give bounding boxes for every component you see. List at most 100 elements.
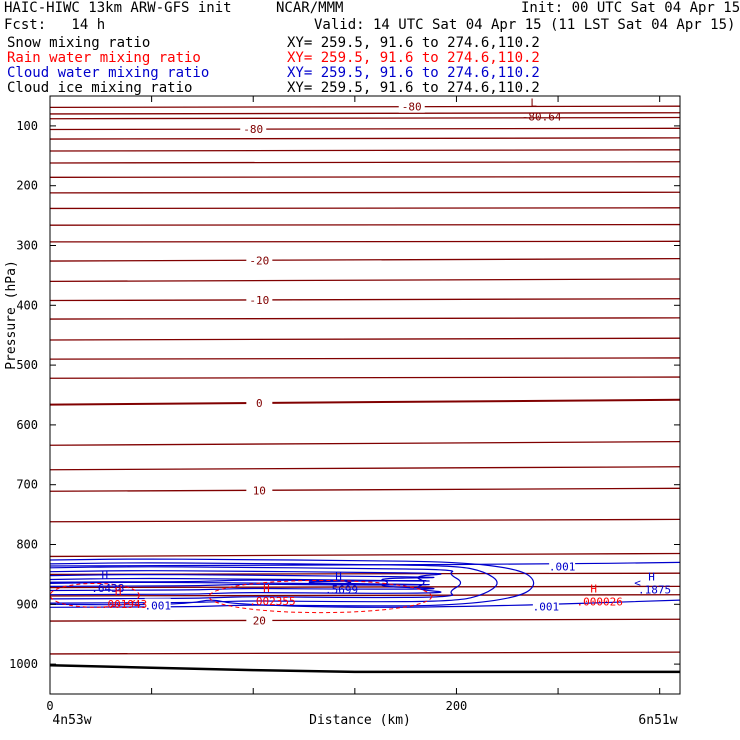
- isotherm-label: 20: [253, 614, 266, 627]
- y-tick-label: 1000: [9, 657, 38, 671]
- isotherm-line: [50, 127, 680, 131]
- cloud-water-maximum-marker: H: [648, 571, 655, 584]
- isotherm-line: [50, 440, 680, 446]
- isotherm-line: [50, 552, 680, 558]
- isotherm-line: [50, 207, 680, 210]
- isotherm-label-bg: [240, 122, 267, 136]
- isotherm-line: [50, 317, 680, 320]
- y-tick-label: 700: [16, 478, 38, 492]
- y-tick-label: 100: [16, 119, 38, 133]
- isotherm-line: [50, 618, 680, 622]
- isotherm-line: [50, 223, 680, 226]
- field-name-snow: Snow mixing ratio: [7, 35, 151, 51]
- y-tick-label: 500: [16, 358, 38, 372]
- isotherm-line: [50, 105, 680, 109]
- cloud-water-label-bg: [532, 599, 559, 613]
- cloud-water-maximum-value: .5699: [325, 584, 358, 597]
- field-xy-rain: XY= 259.5, 91.6 to 274.6,110.2: [287, 50, 540, 66]
- isotherm-line: [50, 357, 680, 360]
- isotherm-line: [50, 518, 680, 523]
- cloud-water-contour: [50, 566, 462, 600]
- cloud-water-label: .001: [533, 601, 560, 614]
- cloud-water-maximum-value: .6438: [91, 582, 124, 595]
- cloud-water-contour: [50, 570, 442, 596]
- isotherm-line: [50, 585, 680, 589]
- cloud-water-maximum-marker: H: [335, 571, 342, 584]
- temperature-contours: [50, 105, 680, 655]
- isotherm-line: [50, 594, 680, 597]
- x-axis-title: Distance (km): [309, 713, 411, 728]
- cloud-water-contour: [50, 574, 435, 592]
- cloud-water-contour: [50, 562, 498, 604]
- temperature-minimum-marker: L: [530, 97, 537, 110]
- isotherm-line: [50, 112, 680, 115]
- cloud-water-label-bg: [144, 598, 171, 612]
- isotherm-label: -10: [249, 294, 269, 307]
- field-name-cloud-water: Cloud water mixing ratio: [7, 65, 210, 81]
- cloud-water-maximum-value: .1875: [638, 584, 671, 597]
- isotherm-line: [50, 240, 680, 243]
- y-tick-label: 600: [16, 418, 38, 432]
- isotherm-line: [50, 337, 680, 341]
- isotherm-line: [50, 298, 680, 302]
- right-endpoint-label: 6n51w: [638, 713, 677, 728]
- cloud-water-contour: [50, 577, 430, 587]
- x-tick-label: 200: [446, 699, 468, 713]
- isotherm-label: -80: [243, 123, 263, 136]
- cloud-water-contour: [50, 599, 680, 608]
- cloud-water-label-bg: [549, 559, 576, 573]
- isotherm-line: [50, 116, 680, 120]
- y-tick-label: 200: [16, 179, 38, 193]
- temperature-minimum-value: -80.64: [522, 111, 562, 124]
- terrain-line: [50, 664, 680, 674]
- cloud-water-label: .001: [144, 599, 171, 612]
- field-name-rain: Rain water mixing ratio: [7, 50, 201, 66]
- isotherm-label: 10: [253, 484, 266, 497]
- model-title: HAIC-HIWC 13km ARW-GFS init: [4, 0, 232, 16]
- rain-water-maximum-value: .001943: [101, 598, 147, 611]
- isotherm-label-bg: [398, 99, 425, 113]
- forecast-hour: Fcst: 14 h: [4, 17, 106, 33]
- terrain-line: [50, 664, 680, 674]
- y-tick-label: 900: [16, 597, 38, 611]
- field-xy-snow: XY= 259.5, 91.6 to 274.6,110.2: [287, 35, 540, 51]
- isotherm-label-bg: [246, 613, 273, 627]
- rain-water-maximum-marker: H: [115, 585, 122, 598]
- cloud-water-contour: [50, 558, 535, 608]
- y-axis-title: Pressure (hPa): [4, 260, 19, 370]
- rain-water-maximum-marker: H: [590, 583, 597, 596]
- valid-time: Valid: 14 UTC Sat 04 Apr 15 (11 LST Sat …: [314, 17, 736, 33]
- cloud-water-contour: [50, 561, 680, 567]
- y-tick-label: 300: [16, 239, 38, 253]
- isotherm-line: [50, 398, 680, 406]
- rain-water-maximum-value: .000026: [576, 596, 622, 609]
- rain-water-maximum-value: .002355: [249, 595, 295, 608]
- rain-water-contours: [50, 579, 433, 614]
- cloud-water-arrow: <: [634, 577, 641, 590]
- rain-water-contour: [208, 579, 433, 614]
- plot-frame: [49, 95, 681, 695]
- isotherm-label-bg: [246, 395, 273, 409]
- cloud-water-contour: [50, 579, 427, 586]
- cloud-water-maximum-marker: H: [102, 569, 109, 582]
- left-endpoint-label: 4n53w: [52, 713, 91, 728]
- field-xy-cloud-ice: XY= 259.5, 91.6 to 274.6,110.2: [287, 80, 540, 96]
- init-time: Init: 00 UTC Sat 04 Apr 15: [521, 0, 740, 16]
- contour-labels: -80-80-20-1001020L-80.64.001.001.001H.64…: [91, 97, 671, 628]
- isotherm-label-bg: [246, 292, 273, 306]
- isotherm-line: [50, 191, 680, 194]
- isotherm-line: [50, 176, 680, 178]
- rain-water-contour: [50, 582, 140, 608]
- isotherm-label: -20: [249, 254, 269, 267]
- isotherm-label: 0: [256, 397, 263, 410]
- field-xy-cloud-water: XY= 259.5, 91.6 to 274.6,110.2: [287, 65, 540, 81]
- isotherm-line: [50, 376, 680, 379]
- y-tick-label: 800: [16, 538, 38, 552]
- isotherm-line: [50, 278, 680, 283]
- x-tick-label: 0: [46, 699, 53, 713]
- isotherm-line: [50, 137, 680, 140]
- isotherm-label-bg: [246, 483, 273, 497]
- isotherm-line: [50, 149, 680, 152]
